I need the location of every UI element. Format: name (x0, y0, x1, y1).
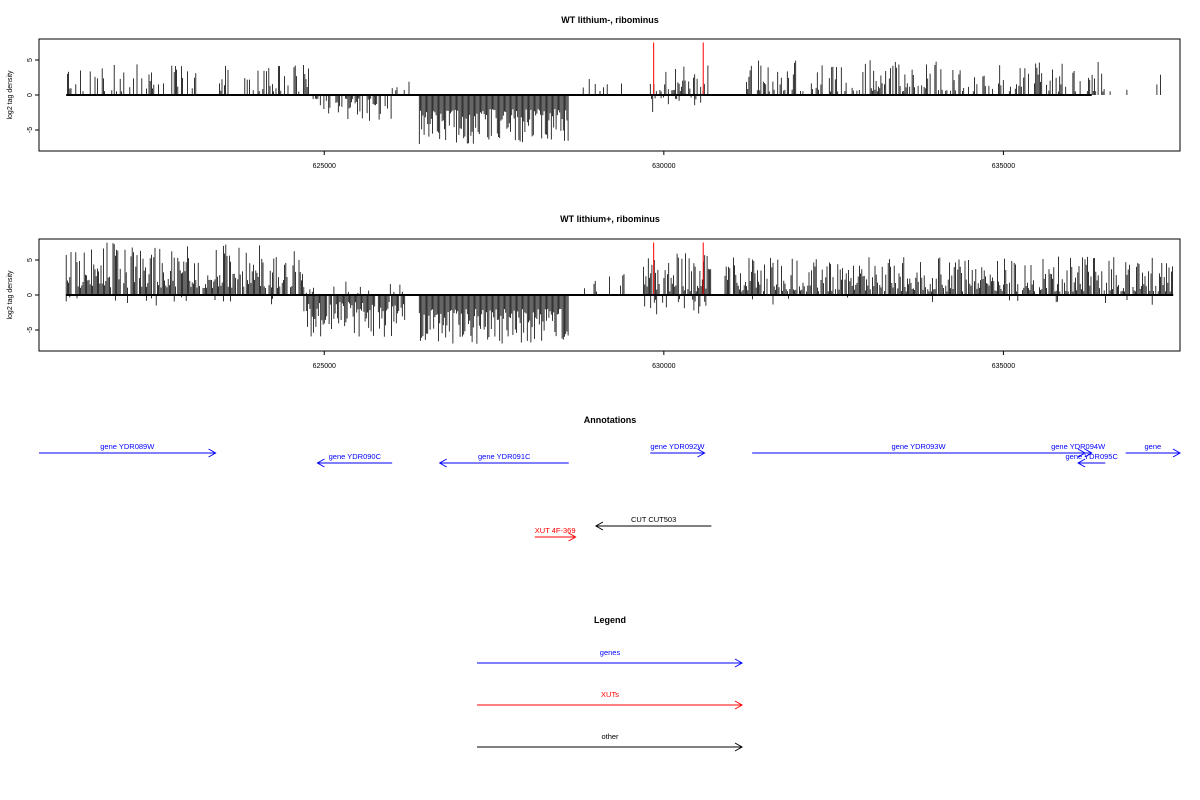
panel-title: WT lithium-, ribominus (561, 15, 659, 25)
annotation-label: gene YDR091C (478, 452, 531, 461)
x-tick-label: 625000 (313, 163, 336, 170)
signal-bars (65, 242, 1173, 344)
annotation-arrow: gene YDR095C (1066, 452, 1119, 468)
legend-entry: XUTs (477, 690, 744, 710)
highlight-bars (653, 242, 704, 295)
annotation-label: XUT 4F-369 (535, 526, 576, 535)
annotation-label: gene YDR095C (1066, 452, 1119, 461)
annotation-label: gene (1144, 442, 1161, 451)
annotation-arrow: gene YDR092W (650, 442, 706, 458)
track-panel-lithium-minus: WT lithium-, ribominus log2 tag density … (7, 15, 1181, 170)
annotations-title: Annotations (584, 415, 637, 425)
x-axis: 625000 630000 635000 (313, 151, 1015, 170)
y-axis: -5 0 5 (27, 258, 39, 333)
track-panel-lithium-plus: WT lithium+, ribominus log2 tag density … (7, 214, 1181, 370)
legend-entry: other (477, 732, 744, 752)
y-tick-label: 0 (27, 293, 34, 297)
x-tick-label: 625000 (313, 363, 336, 370)
signal-bars (67, 60, 1161, 144)
annotation-label: gene YDR090C (329, 452, 382, 461)
y-tick-label: 0 (27, 93, 34, 97)
annotation-arrow: gene YDR093W (752, 442, 1086, 458)
annotation-features: gene YDR089W gene YDR090C gene YDR091C gene… (39, 442, 1182, 542)
highlight-bars (653, 42, 704, 95)
annotation-label: gene YDR089W (100, 442, 155, 451)
legend-title: Legend (594, 615, 626, 625)
x-axis: 625000 630000 635000 (313, 351, 1015, 370)
annotation-arrow: gene YDR089W (39, 442, 217, 458)
annotation-arrow: CUT CUT503 (594, 515, 712, 531)
legend: Legend genes XUTs other (477, 615, 744, 752)
y-tick-label: -5 (27, 127, 34, 133)
legend-label: genes (600, 648, 621, 657)
legend-label: XUTs (601, 690, 619, 699)
annotation-arrow: gene YDR091C (438, 452, 569, 468)
legend-label: other (601, 732, 619, 741)
x-tick-label: 630000 (652, 363, 675, 370)
annotation-label: gene YDR092W (650, 442, 705, 451)
legend-entry: genes (477, 648, 744, 668)
legend-entries: genes XUTs other (477, 648, 744, 752)
annotation-label: gene YDR094W (1051, 442, 1106, 451)
annotation-label: gene YDR093W (891, 442, 946, 451)
y-axis: -5 0 5 (27, 58, 39, 133)
x-tick-label: 630000 (652, 163, 675, 170)
annotation-label: CUT CUT503 (631, 515, 676, 524)
y-tick-label: -5 (27, 327, 34, 333)
y-axis-label: log2 tag density (7, 70, 14, 120)
x-tick-label: 635000 (992, 363, 1015, 370)
annotation-arrow: gene YDR090C (316, 452, 393, 468)
x-tick-label: 635000 (992, 163, 1015, 170)
panel-title: WT lithium+, ribominus (560, 214, 660, 224)
annotation-arrow: gene YDR094W (1051, 442, 1106, 458)
annotation-arrow: XUT 4F-369 (534, 526, 577, 542)
y-tick-label: 5 (27, 58, 34, 62)
y-tick-label: 5 (27, 258, 34, 262)
annotation-arrow: gene (1125, 442, 1182, 458)
y-axis-label: log2 tag density (7, 270, 14, 320)
